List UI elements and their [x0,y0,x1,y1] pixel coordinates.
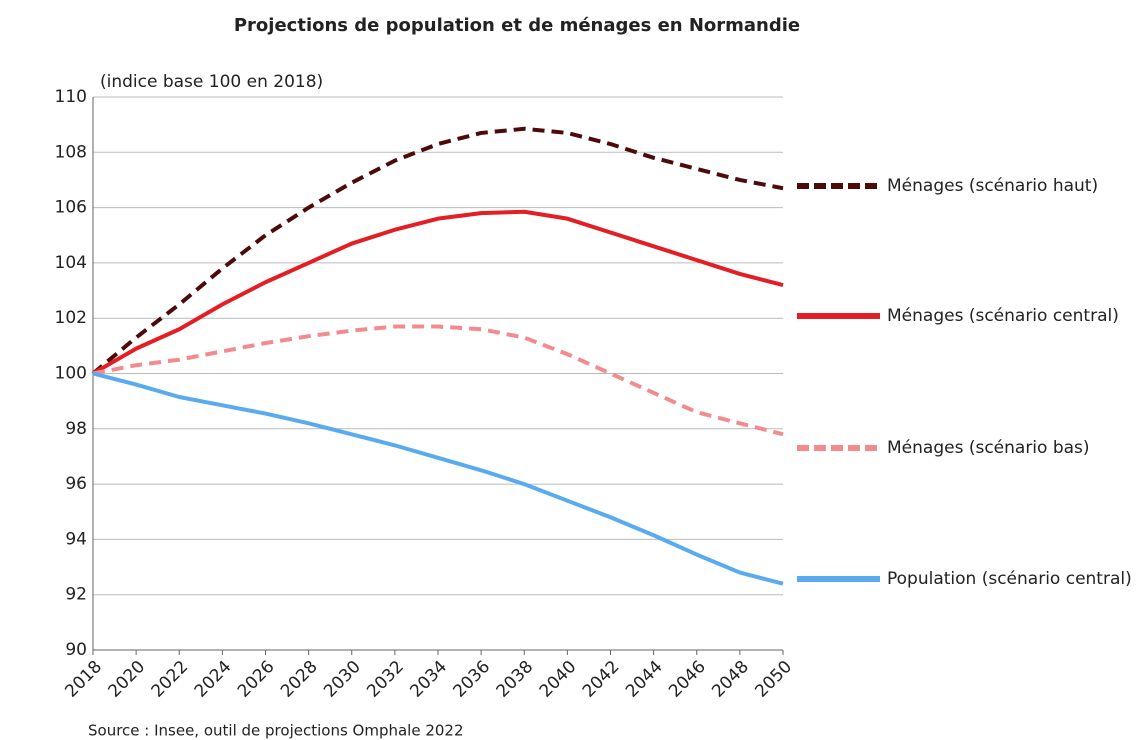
legend-label: Ménages (scénario haut) [887,176,1098,196]
y-tick-label: 100 [55,364,87,384]
y-tick-label: 90 [65,640,87,660]
y-tick-label: 110 [55,87,87,107]
y-tick-label: 108 [55,142,87,162]
y-tick-label: 94 [65,529,87,549]
y-tick-label: 92 [65,585,87,605]
source: Source : Insee, outil de projections Omp… [88,722,464,740]
legend-label: Ménages (scénario central) [887,306,1119,326]
legend-label: Ménages (scénario bas) [887,438,1090,458]
series-line [91,126,784,376]
y-tick-label: 106 [55,198,87,218]
y-tick-label: 102 [55,308,87,328]
y-tick-label: 96 [65,474,87,494]
chart-subtitle: (indice base 100 en 2018) [100,72,323,92]
series-line [92,209,784,376]
series-line [92,371,784,586]
series-line [92,324,784,437]
chart-title: Projections de population et de ménages … [234,15,800,36]
y-tick-label: 104 [55,253,87,273]
legend-label: Population (scénario central) [887,569,1132,589]
y-tick-label: 98 [65,419,87,439]
